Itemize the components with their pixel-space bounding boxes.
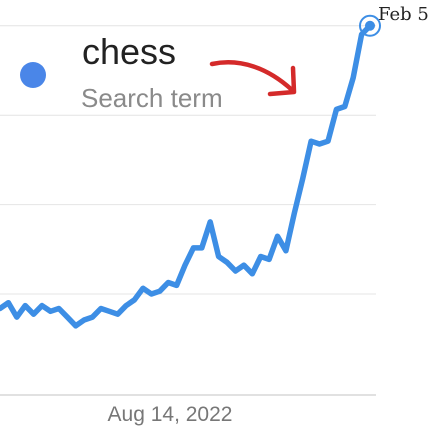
end-date-label: Feb 5 bbox=[378, 4, 429, 25]
legend-color-dot bbox=[20, 62, 46, 88]
gridlines bbox=[0, 25, 376, 295]
end-point-dot bbox=[365, 20, 375, 31]
series-line-chess bbox=[0, 23, 373, 329]
legend-series-name: chess bbox=[82, 31, 176, 72]
legend-series-subtitle: Search term bbox=[81, 83, 223, 113]
end-point-ring bbox=[359, 14, 381, 37]
annotation-arrow-shaft bbox=[209, 60, 295, 93]
annotation-arrow-head bbox=[267, 65, 297, 97]
x-tick-label: Aug 14, 2022 bbox=[108, 403, 233, 426]
